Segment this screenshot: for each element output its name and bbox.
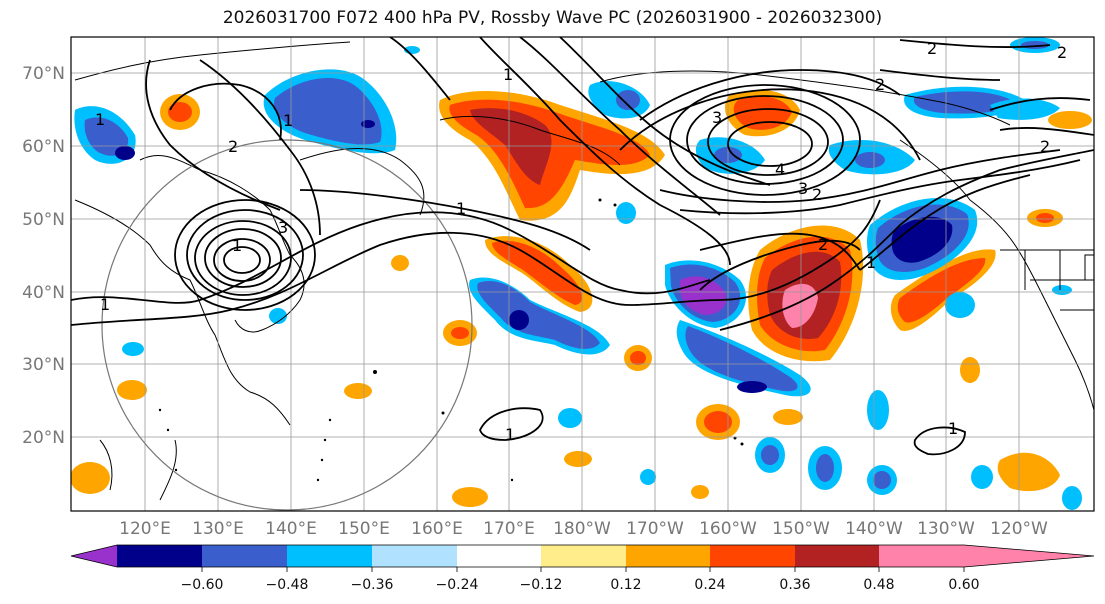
lon-label: 150°W: [772, 519, 830, 539]
contour-labels: 1 2 1 1 3 1 1 1 3 4 3 2 2 1 2 2 2 2 1 1: [95, 39, 1067, 444]
contour-label: 3: [712, 108, 722, 127]
contour-label: 2: [818, 235, 828, 254]
map-title: 2026031700 F072 400 hPa PV, Rossby Wave …: [222, 8, 883, 28]
colorbar-segment: [117, 545, 202, 567]
colorbar-segment: [457, 545, 541, 567]
colorbar-segment: [879, 545, 964, 567]
colorbar-segment: [372, 545, 457, 567]
contour-label: 2: [1057, 43, 1067, 62]
contour-label: 2: [927, 39, 937, 58]
colorbar-tick: −0.60: [181, 577, 224, 593]
colorbar-tick: 0.12: [610, 577, 641, 593]
colorbar-tick: 0.60: [948, 577, 979, 593]
lon-label: 120°E: [119, 519, 171, 539]
colorbar-segment: [202, 545, 287, 567]
contour-label: 1: [456, 199, 466, 218]
colorbar-tick: 0.36: [779, 577, 810, 593]
colorbar-extend-right: [964, 545, 1094, 567]
coastlines: [74, 41, 1094, 501]
pv-anomaly-shading: [71, 37, 1092, 510]
colorbar: −0.60 −0.48 −0.36 −0.24 −0.12 0.12 0.24 …: [70, 544, 1095, 593]
lon-label: 170°E: [483, 519, 535, 539]
contour-label: 1: [866, 253, 876, 272]
contour-label: 2: [228, 137, 238, 156]
lat-label: 40°N: [22, 283, 65, 303]
lon-label: 140°W: [845, 519, 903, 539]
colorbar-extend-left: [71, 545, 117, 567]
contour-label: 3: [798, 179, 808, 198]
colorbar-tick: −0.48: [266, 577, 309, 593]
islands: [158, 198, 744, 482]
latitude-labels: 70°N 60°N 50°N 40°N 30°N 20°N: [22, 64, 65, 448]
contour-label: 4: [775, 160, 785, 179]
colorbar-tick: −0.36: [351, 577, 394, 593]
lat-label: 60°N: [22, 137, 65, 157]
map-panel: 1 2 1 1 3 1 1 1 3 4 3 2 2 1 2 2 2 2 1 1: [71, 37, 1094, 511]
lon-label: 120°W: [990, 519, 1048, 539]
lon-label: 180°W: [553, 519, 611, 539]
colorbar-tick: −0.12: [520, 577, 563, 593]
lon-label: 140°E: [265, 519, 317, 539]
lon-label: 160°W: [699, 519, 757, 539]
lat-label: 50°N: [22, 210, 65, 230]
contour-label: 1: [948, 419, 958, 438]
lon-label: 130°E: [192, 519, 244, 539]
lon-label: 130°W: [917, 519, 975, 539]
contour-label: 1: [503, 65, 513, 84]
colorbar-segment: [795, 545, 879, 567]
contour-label: 3: [278, 218, 288, 237]
lat-label: 30°N: [22, 355, 65, 375]
colorbar-tick: −0.24: [436, 577, 479, 593]
contour-label: 1: [95, 110, 105, 129]
pv-contours: [71, 37, 1094, 456]
map-frame: [70, 36, 1095, 512]
gridlines: [71, 37, 1094, 511]
contour-label: 2: [812, 185, 822, 204]
contour-label: 2: [1040, 137, 1050, 156]
contour-label: 1: [100, 295, 110, 314]
colorbar-segment: [710, 545, 795, 567]
colorbar-tick: 0.48: [863, 577, 894, 593]
contour-label: 1: [283, 111, 293, 130]
radius-circle: [101, 139, 473, 511]
contour-label: 1: [232, 236, 242, 255]
lon-label: 170°W: [626, 519, 684, 539]
contour-label: 1: [505, 425, 515, 444]
lat-label: 70°N: [22, 64, 65, 84]
contour-label: 2: [875, 75, 885, 94]
colorbar-segment: [287, 545, 372, 567]
colorbar-segment: [626, 545, 710, 567]
longitude-labels: 120°E 130°E 140°E 150°E 160°E 170°E 180°…: [119, 519, 1048, 539]
colorbar-tick: 0.24: [694, 577, 725, 593]
lon-label: 150°E: [338, 519, 390, 539]
lon-label: 160°E: [411, 519, 463, 539]
colorbar-segment: [541, 545, 626, 567]
lat-label: 20°N: [22, 428, 65, 448]
